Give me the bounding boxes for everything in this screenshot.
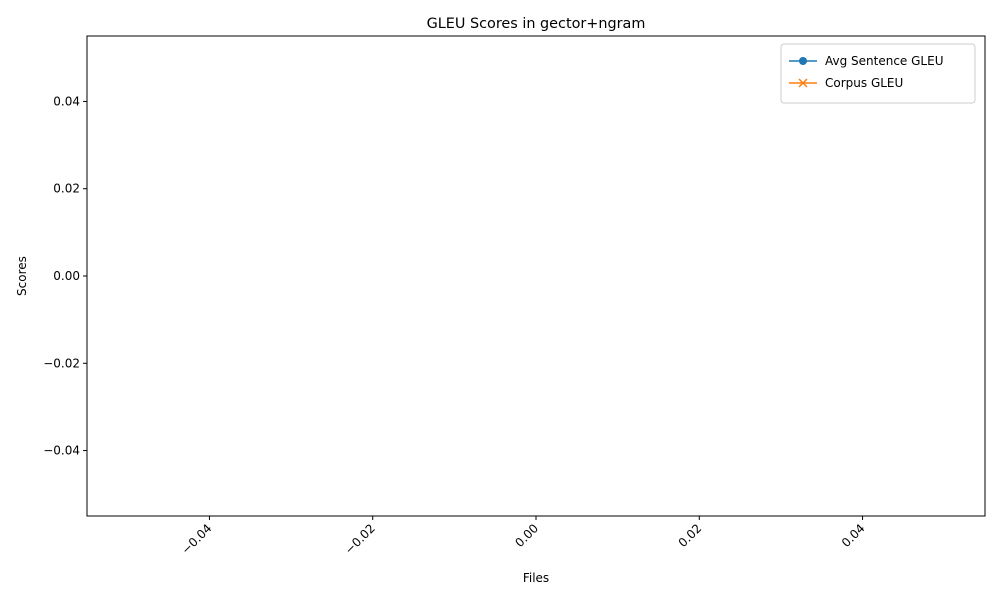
- y-tick-label: 0.04: [53, 94, 80, 108]
- legend-box: [780, 43, 976, 104]
- y-axis-label: Scores: [15, 256, 29, 296]
- x-tick-label: −0.04: [179, 521, 215, 557]
- x-axis-label: Files: [523, 571, 549, 585]
- x-tick-label: 0.00: [512, 521, 541, 550]
- y-tick-label: 0.02: [53, 182, 80, 196]
- legend-marker-circle: [799, 57, 807, 65]
- y-tick-label: 0.00: [53, 269, 80, 283]
- legend-marker-x: [798, 78, 808, 88]
- x-tick-label: 0.02: [676, 521, 705, 550]
- legend-label: Avg Sentence GLEU: [825, 54, 943, 68]
- x-tick-label: 0.04: [839, 521, 868, 550]
- legend: Avg Sentence GLEU Corpus GLEU: [780, 43, 976, 104]
- y-tick-label: −0.04: [43, 444, 80, 458]
- x-tick-label: −0.02: [342, 521, 378, 557]
- plot-frame: [86, 35, 986, 517]
- chart-title: GLEU Scores in gector+ngram: [427, 16, 646, 32]
- plot-area: [87, 36, 985, 516]
- y-axis-ticks: −0.04 −0.02 0.00 0.02 0.04: [43, 94, 87, 458]
- y-tick-label: −0.02: [43, 356, 80, 370]
- legend-label: Corpus GLEU: [825, 76, 903, 90]
- x-axis-ticks: −0.04 −0.02 0.00 0.02 0.04: [179, 516, 868, 557]
